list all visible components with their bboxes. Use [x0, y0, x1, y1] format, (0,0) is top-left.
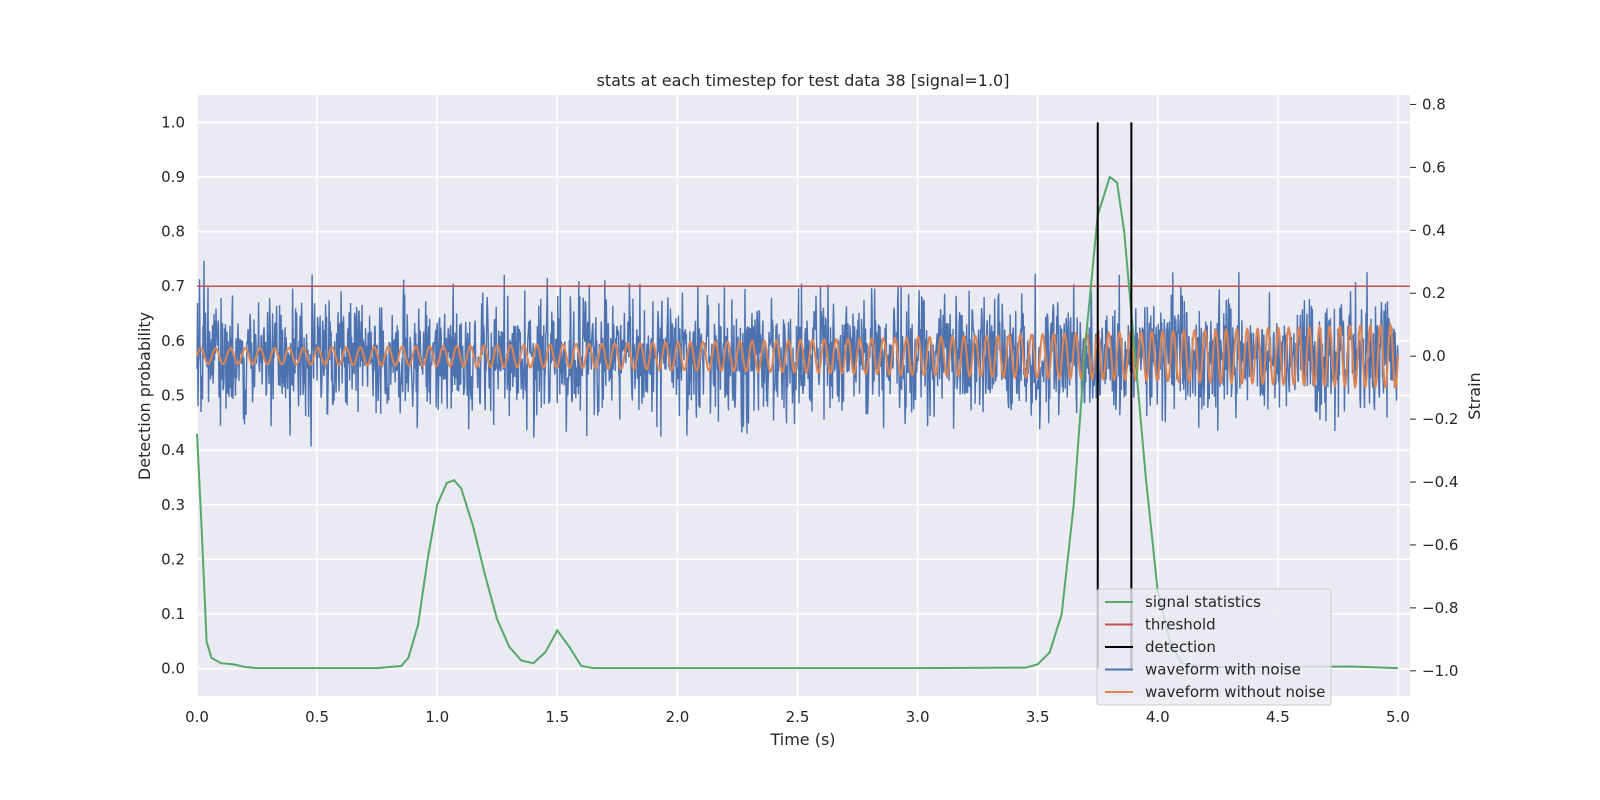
- chart-title: stats at each timestep for test data 38 …: [597, 71, 1010, 90]
- y-right-tick-label: −1.0: [1422, 662, 1458, 680]
- x-tick-label: 1.0: [425, 708, 449, 726]
- y-tick-label: 1.0: [161, 113, 185, 131]
- y-right-tick-label: 0.4: [1422, 221, 1446, 239]
- x-tick-label: 2.5: [786, 708, 810, 726]
- legend-label: signal statistics: [1145, 593, 1261, 611]
- x-tick-label: 1.5: [545, 708, 569, 726]
- y-right-tick-label: −0.2: [1422, 410, 1458, 428]
- y-tick-label: 0.9: [161, 168, 185, 186]
- legend: signal statistics threshold detection wavef…: [1096, 588, 1332, 706]
- x-tick-label: 4.0: [1146, 708, 1170, 726]
- legend-label: threshold: [1145, 616, 1216, 634]
- y-right-tick-label: 0.0: [1422, 347, 1446, 365]
- x-tick-label: 0.5: [305, 708, 329, 726]
- y-tick-label: 0.0: [161, 660, 185, 678]
- x-tick-label: 0.0: [185, 708, 209, 726]
- x-axis-label: Time (s): [769, 730, 835, 749]
- y-tick-label: 0.7: [161, 277, 185, 295]
- legend-label: waveform without noise: [1145, 683, 1325, 701]
- y-right-tick-label: −0.8: [1422, 599, 1458, 617]
- series-layer: [196, 122, 1410, 670]
- legend-box: [1096, 588, 1332, 706]
- y-right-tick-label: 0.6: [1422, 158, 1446, 176]
- y-tick-label: 0.2: [161, 550, 185, 568]
- x-tick-label: 4.5: [1266, 708, 1290, 726]
- y-right-tick-label: 0.2: [1422, 284, 1446, 302]
- x-tick-label: 3.5: [1026, 708, 1050, 726]
- y-tick-label: 0.6: [161, 332, 185, 350]
- y-axis-label-right: Strain: [1465, 372, 1484, 419]
- y-right-tick-label: 0.8: [1422, 95, 1446, 113]
- legend-label: waveform with noise: [1145, 661, 1301, 679]
- y-tick-label: 0.4: [161, 441, 185, 459]
- y-right-tick-label: −0.6: [1422, 536, 1458, 554]
- y-tick-label: 0.3: [161, 496, 185, 514]
- x-tick-label: 2.0: [665, 708, 689, 726]
- y-axis-right: −1.0 −0.8 −0.6 −0.4 −0.2 0.0 0.2 0.4 0.6 0.8: [1410, 95, 1458, 680]
- y-tick-label: 0.5: [161, 387, 185, 405]
- y-right-tick-label: −0.4: [1422, 473, 1458, 491]
- x-tick-label: 3.0: [906, 708, 930, 726]
- legend-label: detection: [1145, 638, 1216, 656]
- y-tick-label: 0.8: [161, 223, 185, 241]
- y-axis-left: 0.0 0.1 0.2 0.3 0.4 0.5 0.6 0.7 0.8 0.9 1.0: [161, 113, 185, 677]
- y-tick-label: 0.1: [161, 605, 185, 623]
- series-waveform-without-noise: [196, 322, 1399, 389]
- x-axis: 0.0 0.5 1.0 1.5 2.0 2.5 3.0 3.5 4.0 4.5 5.0: [185, 708, 1410, 726]
- y-axis-label-left: Detection probability: [135, 312, 154, 480]
- x-tick-label: 5.0: [1386, 708, 1410, 726]
